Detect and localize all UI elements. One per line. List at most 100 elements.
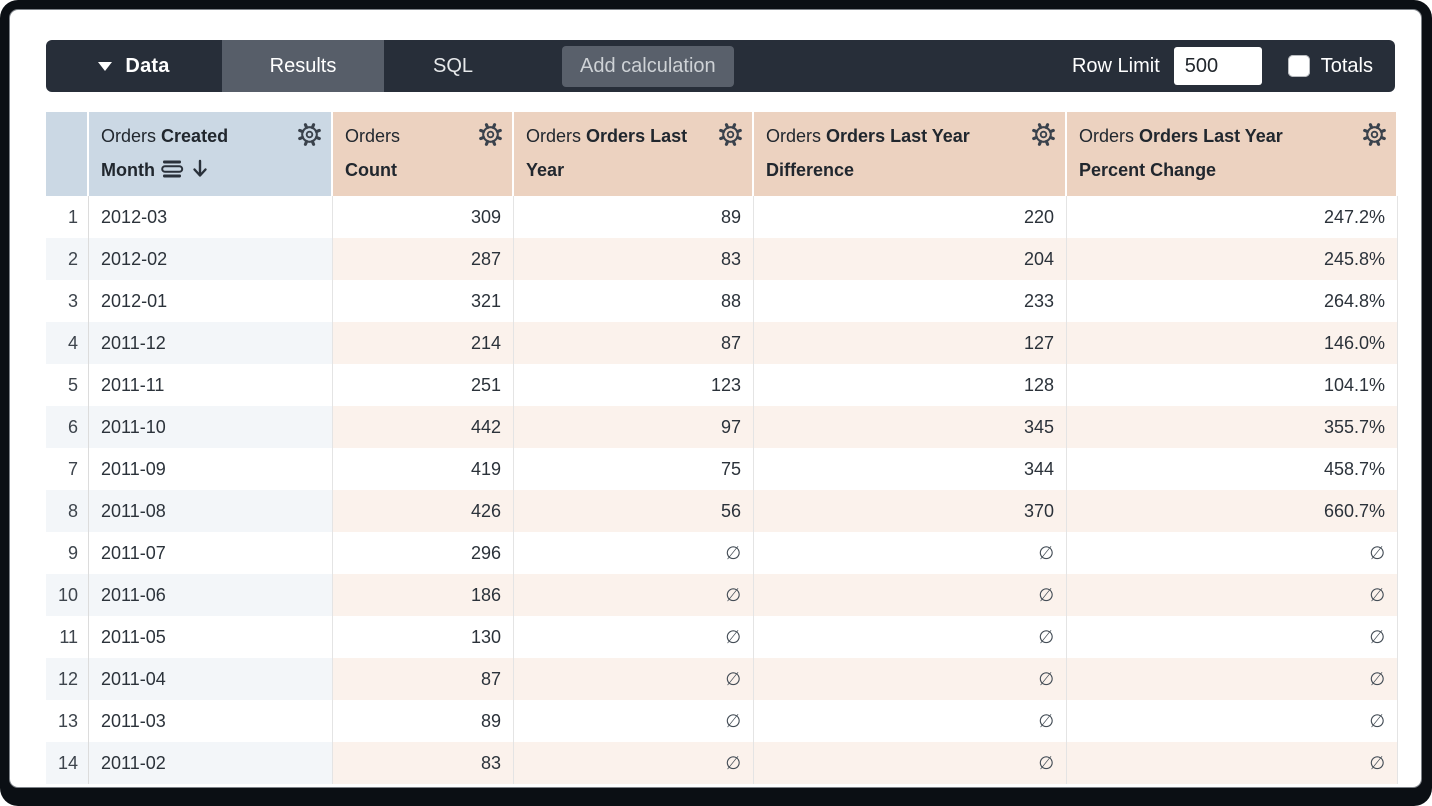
table-cell[interactable]: ∅ xyxy=(1067,742,1399,784)
table-cell[interactable]: 2011-07 xyxy=(89,532,334,574)
table-cell[interactable]: ∅ xyxy=(1067,616,1399,658)
table-cell[interactable]: 128 xyxy=(754,364,1068,406)
table-cell[interactable]: ∅ xyxy=(754,574,1068,616)
column-header-count[interactable]: Orders Count xyxy=(333,112,515,196)
table-row: 5 2011-11 251 123 128 104.1% xyxy=(46,364,1399,406)
table-cell[interactable]: ∅ xyxy=(754,658,1068,700)
gear-icon[interactable] xyxy=(1031,122,1056,147)
table-cell[interactable]: 370 xyxy=(754,490,1068,532)
table-cell[interactable]: ∅ xyxy=(754,616,1068,658)
table-cell[interactable]: 204 xyxy=(754,238,1068,280)
table-row: 9 2011-07 296 ∅ ∅ ∅ xyxy=(46,532,1399,574)
table-cell[interactable]: 296 xyxy=(333,532,515,574)
table-cell[interactable]: 2011-10 xyxy=(89,406,334,448)
table-cell[interactable]: 247.2% xyxy=(1067,196,1399,238)
table-cell[interactable]: 345 xyxy=(754,406,1068,448)
table-cell[interactable]: 87 xyxy=(514,322,755,364)
table-cell[interactable]: ∅ xyxy=(514,742,755,784)
column-header-orders-last-year-percent-change[interactable]: Orders Orders Last Year Percent Change xyxy=(1067,112,1399,196)
gear-icon[interactable] xyxy=(478,122,503,147)
table-cell[interactable]: ∅ xyxy=(514,616,755,658)
table-row: 3 2012-01 321 88 233 264.8% xyxy=(46,280,1399,322)
row-number: 9 xyxy=(46,532,90,574)
column-header-orders-last-year[interactable]: Orders Orders Last Year xyxy=(514,112,755,196)
table-cell[interactable]: 83 xyxy=(333,742,515,784)
table-cell[interactable]: ∅ xyxy=(1067,532,1399,574)
table-cell[interactable]: 442 xyxy=(333,406,515,448)
table-cell[interactable]: 458.7% xyxy=(1067,448,1399,490)
data-section-toggle[interactable]: Data xyxy=(46,40,222,92)
table-cell[interactable]: 2012-02 xyxy=(89,238,334,280)
table-cell[interactable]: 309 xyxy=(333,196,515,238)
add-calculation-button[interactable]: Add calculation xyxy=(562,45,734,87)
table-cell[interactable]: 104.1% xyxy=(1067,364,1399,406)
table-cell[interactable]: 2012-01 xyxy=(89,280,334,322)
table-cell[interactable]: 2011-02 xyxy=(89,742,334,784)
table-cell[interactable]: 220 xyxy=(754,196,1068,238)
table-cell[interactable]: ∅ xyxy=(754,700,1068,742)
table-row: 2 2012-02 287 83 204 245.8% xyxy=(46,238,1399,280)
table-cell[interactable]: 233 xyxy=(754,280,1068,322)
table-cell[interactable]: 97 xyxy=(514,406,755,448)
table-cell[interactable]: 146.0% xyxy=(1067,322,1399,364)
gear-icon[interactable] xyxy=(1362,122,1387,147)
table-cell[interactable]: 321 xyxy=(333,280,515,322)
table-cell[interactable]: ∅ xyxy=(514,658,755,700)
table-cell[interactable]: 355.7% xyxy=(1067,406,1399,448)
table-cell[interactable]: 245.8% xyxy=(1067,238,1399,280)
table-cell[interactable]: ∅ xyxy=(754,742,1068,784)
table-cell[interactable]: 127 xyxy=(754,322,1068,364)
table-cell[interactable]: 186 xyxy=(333,574,515,616)
table-cell[interactable]: 2011-03 xyxy=(89,700,334,742)
table-cell[interactable]: 2011-11 xyxy=(89,364,334,406)
column-header-created-month[interactable]: Orders Created Month xyxy=(89,112,334,196)
totals-label: Totals xyxy=(1320,54,1373,77)
table-cell[interactable]: 344 xyxy=(754,448,1068,490)
table-cell[interactable]: 2011-04 xyxy=(89,658,334,700)
table-cell[interactable]: ∅ xyxy=(514,700,755,742)
table-cell[interactable]: ∅ xyxy=(754,532,1068,574)
table-cell[interactable]: ∅ xyxy=(514,574,755,616)
table-row: 7 2011-09 419 75 344 458.7% xyxy=(46,448,1399,490)
table-cell[interactable]: 2011-09 xyxy=(89,448,334,490)
results-table: Orders Created Month Orders Count Orders… xyxy=(46,112,1399,784)
totals-checkbox[interactable] xyxy=(1287,55,1310,77)
table-cell[interactable]: 214 xyxy=(333,322,515,364)
table-cell[interactable]: 130 xyxy=(333,616,515,658)
table-cell[interactable]: 2011-06 xyxy=(89,574,334,616)
table-cell[interactable]: 87 xyxy=(333,658,515,700)
table-cell[interactable]: ∅ xyxy=(1067,574,1399,616)
table-cell[interactable]: 264.8% xyxy=(1067,280,1399,322)
table-cell[interactable]: ∅ xyxy=(1067,700,1399,742)
table-cell[interactable]: 419 xyxy=(333,448,515,490)
table-cell[interactable]: ∅ xyxy=(1067,658,1399,700)
row-number: 7 xyxy=(46,448,90,490)
table-cell[interactable]: 2011-12 xyxy=(89,322,334,364)
table-cell[interactable]: 123 xyxy=(514,364,755,406)
tab-results[interactable]: Results xyxy=(222,40,384,92)
table-row: 14 2011-02 83 ∅ ∅ ∅ xyxy=(46,742,1399,784)
table-cell[interactable]: 2011-05 xyxy=(89,616,334,658)
gear-icon[interactable] xyxy=(718,122,743,147)
gear-icon[interactable] xyxy=(297,122,322,147)
table-cell[interactable]: 56 xyxy=(514,490,755,532)
table-cell[interactable]: 75 xyxy=(514,448,755,490)
table-row: 6 2011-10 442 97 345 355.7% xyxy=(46,406,1399,448)
table-cell[interactable]: 83 xyxy=(514,238,755,280)
table-cell[interactable]: 89 xyxy=(333,700,515,742)
table-cell[interactable]: 88 xyxy=(514,280,755,322)
table-cell[interactable]: 251 xyxy=(333,364,515,406)
table-cell[interactable]: 89 xyxy=(514,196,755,238)
column-header-orders-last-year-difference[interactable]: Orders Orders Last Year Difference xyxy=(754,112,1068,196)
table-cell[interactable]: 2011-08 xyxy=(89,490,334,532)
row-number: 1 xyxy=(46,196,90,238)
table-cell[interactable]: ∅ xyxy=(514,532,755,574)
tab-sql[interactable]: SQL xyxy=(432,54,474,77)
table-cell[interactable]: 287 xyxy=(333,238,515,280)
table-row: 1 2012-03 309 89 220 247.2% xyxy=(46,196,1399,238)
table-cell[interactable]: 2012-03 xyxy=(89,196,334,238)
table-cell[interactable]: 426 xyxy=(333,490,515,532)
table-cell[interactable]: 660.7% xyxy=(1067,490,1399,532)
row-limit-input[interactable] xyxy=(1173,47,1262,85)
